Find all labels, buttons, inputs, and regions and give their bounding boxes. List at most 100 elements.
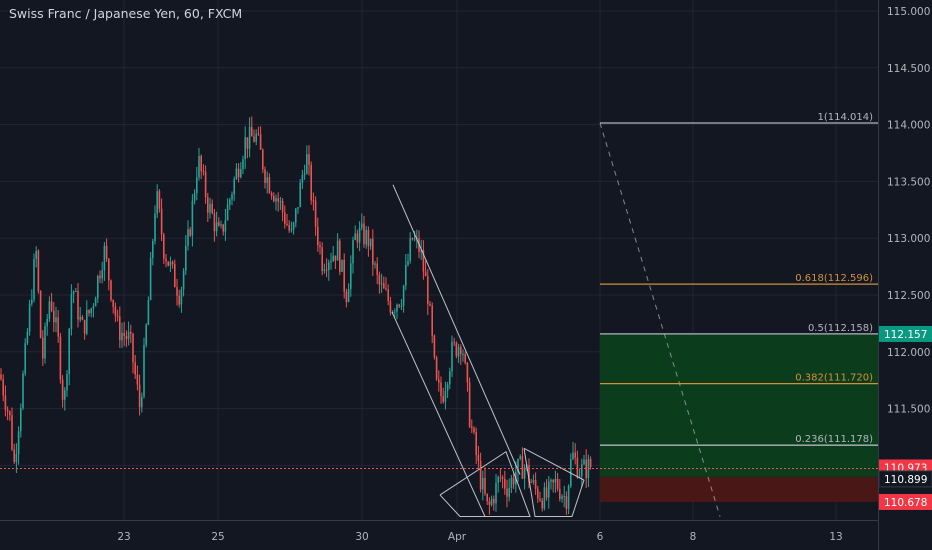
candle-body: [486, 493, 488, 502]
candle-body: [4, 395, 7, 410]
candle-body: [257, 133, 260, 135]
candle-body: [460, 346, 462, 355]
candle-body: [297, 207, 299, 209]
svg-text:112.157: 112.157: [884, 329, 927, 341]
candle-body: [493, 498, 495, 504]
candle-body: [259, 134, 262, 150]
fib-level-label: 0.236(111.178): [795, 434, 873, 445]
candle-body: [321, 247, 323, 271]
candle-body: [521, 456, 524, 479]
y-tick-label: 112.000: [887, 347, 930, 359]
candle-body: [97, 275, 99, 299]
candle-body: [92, 306, 95, 309]
candle-body: [72, 291, 75, 295]
candle-body: [411, 238, 414, 240]
candle-body: [405, 264, 407, 286]
candle-body: [288, 224, 290, 231]
candle-body: [64, 390, 66, 400]
candle-body: [427, 276, 429, 304]
candle-body: [424, 271, 427, 277]
candle-body: [176, 287, 178, 296]
pattern-drawings: [391, 184, 585, 518]
candle-body: [334, 255, 337, 261]
candle-body: [226, 204, 229, 221]
candle-body: [75, 291, 77, 293]
candle-body: [497, 477, 499, 483]
candle-body: [341, 259, 343, 272]
candle-body: [501, 477, 504, 479]
candle-body: [273, 195, 275, 202]
candle-body: [220, 224, 222, 226]
channel-lower-line: [391, 311, 486, 517]
candle-body: [550, 479, 552, 482]
candle-body: [398, 304, 400, 307]
candle-body: [224, 220, 227, 232]
candle-body: [484, 477, 486, 494]
candle-body: [372, 238, 374, 265]
candle-body: [149, 257, 152, 300]
candle-body: [389, 300, 392, 313]
candle-body: [552, 479, 554, 483]
projection-line: [599, 122, 721, 517]
fib-level-label: 1(114.014): [817, 112, 873, 123]
y-tick-label: 114.000: [887, 120, 930, 132]
x-tick-label: 30: [355, 531, 368, 543]
candle-body: [332, 255, 334, 262]
candle-body: [2, 379, 4, 396]
candle-body: [400, 305, 403, 307]
candle-body: [438, 379, 440, 383]
candle-body: [396, 304, 398, 312]
candle-body: [37, 250, 40, 292]
candle-body: [583, 459, 585, 465]
candle-body: [585, 459, 587, 479]
candle-body: [44, 326, 46, 359]
candle-body: [61, 379, 64, 400]
candle-body: [303, 173, 306, 175]
candle-body: [130, 331, 132, 334]
candle-body: [561, 496, 563, 499]
candle-body: [112, 299, 114, 307]
price-axis: [878, 0, 932, 550]
candle-body: [70, 294, 73, 329]
candle-body: [119, 316, 121, 341]
candle-body: [204, 171, 207, 198]
candle-body: [9, 411, 11, 416]
candle-body: [431, 305, 433, 336]
candle-body: [215, 222, 218, 232]
plot-area: 1(114.014) 0.618(112.596) 0.5(112.158) 0.38…: [0, 0, 878, 520]
candle-body: [290, 229, 293, 231]
candle-body: [330, 261, 332, 263]
candle-body: [116, 315, 119, 317]
candle-body: [319, 245, 321, 248]
candle-body: [13, 449, 15, 462]
candle-body: [145, 324, 147, 346]
candle-body: [440, 382, 442, 397]
candle-body: [94, 298, 97, 307]
candle-body: [134, 362, 136, 375]
y-tick-label: 113.500: [887, 176, 930, 188]
candle-body: [167, 261, 169, 266]
candle-body: [449, 371, 451, 385]
candle-body: [407, 260, 409, 265]
candle-body: [345, 291, 348, 303]
candle-body: [563, 496, 565, 498]
candle-body: [519, 456, 521, 459]
candle-body: [79, 316, 81, 320]
candle-body: [295, 208, 297, 223]
candle-body: [554, 478, 557, 483]
candle-body: [198, 155, 200, 178]
candle-body: [453, 341, 455, 343]
svg-text:110.678: 110.678: [884, 497, 927, 509]
candle-body: [110, 280, 112, 300]
candle-body: [270, 192, 273, 196]
candle-body: [266, 177, 268, 183]
candle-body: [336, 240, 339, 261]
candle-body: [365, 229, 367, 245]
candle-body: [279, 200, 282, 202]
fib-level-label: 0.5(112.158): [808, 323, 873, 334]
candle-body: [508, 487, 510, 497]
candle-body: [292, 222, 295, 230]
channel-upper-line: [392, 184, 521, 475]
candle-body: [356, 233, 359, 243]
